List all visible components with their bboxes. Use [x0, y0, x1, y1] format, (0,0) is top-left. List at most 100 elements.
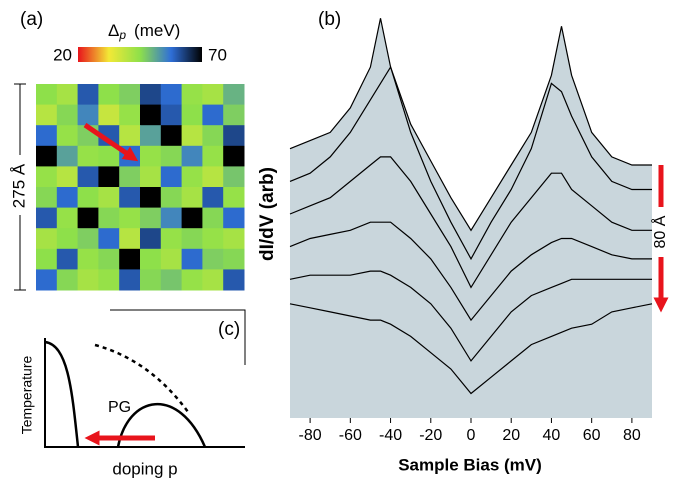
map-cell — [77, 187, 99, 209]
scale-label-bg — [10, 155, 30, 215]
map-cell — [160, 104, 183, 126]
map-cell — [77, 248, 99, 270]
af-dome — [44, 340, 80, 448]
map-cell — [140, 125, 162, 147]
map-cell — [119, 166, 141, 188]
map-cell — [56, 248, 79, 270]
map-cell — [140, 207, 162, 229]
map-cell — [36, 269, 58, 291]
annotation-bg — [652, 207, 670, 257]
map-cell — [181, 248, 203, 270]
map-cell — [56, 84, 79, 106]
panel-label: (a) — [20, 9, 43, 30]
map-cell — [98, 248, 120, 270]
map-cell — [160, 125, 183, 147]
map-cell — [181, 166, 203, 188]
map-cell — [36, 145, 58, 167]
map-cell — [56, 145, 79, 167]
x-tick-label: -80 — [299, 427, 322, 444]
pg-line — [94, 343, 190, 413]
map-cell — [98, 269, 120, 291]
x-axis-label: doping p — [112, 459, 177, 478]
colorbar-tick-label: 70 — [208, 45, 227, 64]
map-cell — [202, 145, 224, 167]
x-tick-label: -20 — [419, 427, 442, 444]
map-cell — [36, 228, 58, 250]
trace — [289, 303, 653, 395]
map-cell — [202, 166, 224, 188]
map-cell — [160, 248, 183, 270]
map-cell — [56, 207, 79, 229]
map-cell — [98, 84, 120, 106]
map-cell — [160, 145, 183, 167]
x-tick-label: -60 — [339, 427, 362, 444]
x-tick-label: 60 — [583, 427, 601, 444]
x-axis-label: Sample Bias (mV) — [398, 455, 542, 474]
map-cell — [223, 269, 245, 291]
map-cell — [202, 187, 224, 209]
colorbar-tick-label: 20 — [53, 45, 72, 64]
map-cell — [98, 125, 120, 147]
y-axis-label: Temperature — [19, 355, 35, 434]
map-cell — [56, 166, 79, 188]
y-axis-label: dI/dV (arb) — [257, 167, 278, 261]
map-cell — [140, 84, 162, 106]
map-cell — [181, 104, 203, 126]
map-cell — [223, 207, 245, 229]
map-cell — [181, 125, 203, 147]
map-cell — [77, 228, 99, 250]
colorbar-symbol: Δ — [108, 21, 119, 40]
map-cell — [77, 166, 99, 188]
map-cell — [36, 125, 58, 147]
map-cell — [181, 84, 203, 106]
map-cell — [202, 104, 224, 126]
map-cell — [119, 187, 141, 209]
map-cell — [98, 145, 120, 167]
map-cell — [119, 207, 141, 229]
panel-label: (c) — [218, 319, 240, 340]
colorbar-unit: (meV) — [134, 21, 180, 40]
map-cell — [77, 104, 99, 126]
map-cell — [98, 187, 120, 209]
trace — [289, 65, 652, 261]
map-cell — [181, 145, 203, 167]
trace — [289, 270, 652, 362]
x-tick-label: 0 — [467, 427, 476, 444]
map-cell — [98, 104, 120, 126]
map-cell — [223, 228, 245, 250]
map-cell — [140, 228, 162, 250]
map-cell — [181, 228, 203, 250]
panel-corner — [110, 309, 246, 365]
map-cell — [223, 187, 245, 209]
map-cell — [223, 145, 245, 167]
map-cell — [202, 228, 224, 250]
map-cell — [56, 125, 79, 147]
sc-dome — [116, 403, 207, 448]
scale-label: 275 Å — [9, 163, 28, 208]
map-cell — [223, 84, 245, 106]
map-cell — [36, 207, 58, 229]
map-cell — [36, 166, 58, 188]
trace — [289, 18, 652, 232]
map-cell — [160, 166, 183, 188]
map-cell — [77, 207, 99, 229]
map-cell — [202, 84, 224, 106]
colorbar-title: Δp (meV) — [108, 21, 180, 42]
map-cell — [119, 84, 141, 106]
map-cell — [77, 269, 99, 291]
x-tick-label: -40 — [379, 427, 402, 444]
map-cell — [119, 269, 141, 291]
map-cell — [36, 104, 58, 126]
map-cell — [160, 269, 183, 291]
map-cell — [140, 145, 162, 167]
arrow — [83, 122, 139, 162]
map-cell — [119, 125, 141, 147]
map-cell — [223, 166, 245, 188]
trace — [289, 156, 652, 289]
map-cell — [181, 187, 203, 209]
region-label: PG — [108, 399, 131, 416]
map-cell — [160, 84, 183, 106]
annotation: 80 Å — [650, 215, 669, 248]
panel-label: (b) — [318, 9, 341, 30]
